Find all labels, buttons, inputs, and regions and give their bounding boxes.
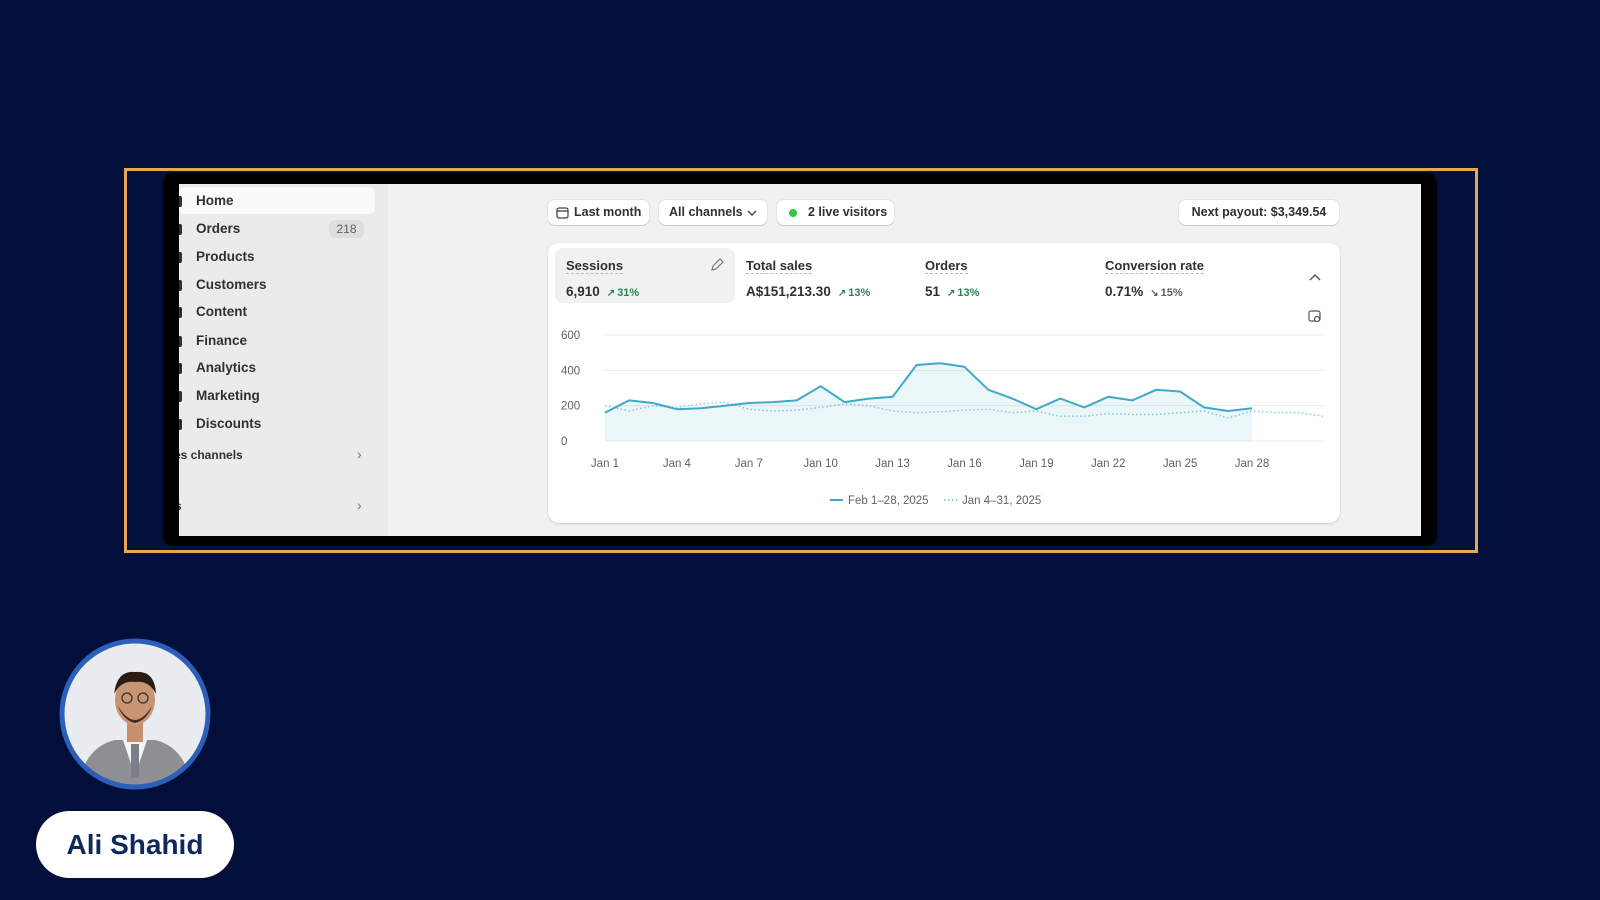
- metric-row: 6,910 ↗ 31%: [566, 283, 639, 301]
- nav-icon: [179, 252, 182, 263]
- metric-row: 51 ↗ 13%: [925, 283, 979, 301]
- x-tick-label: Jan 7: [735, 458, 763, 470]
- nav-icon: [179, 307, 182, 318]
- legend-label: Jan 4–31, 2025: [962, 495, 1041, 507]
- nav-icon: [179, 336, 182, 347]
- channels-button[interactable]: All channels: [659, 200, 767, 225]
- caret: [747, 210, 757, 216]
- y-tick-label: 600: [561, 330, 580, 342]
- metric-value: A$151,213.30: [746, 284, 831, 299]
- nav-item[interactable]: Analytics: [196, 360, 257, 375]
- metric-value: 51: [925, 284, 941, 299]
- metrics-card: Sessions 6,910 ↗ 31% Total sales A$151,213.30…: [548, 243, 1340, 523]
- metric-label[interactable]: Sessions: [566, 258, 624, 274]
- y-tick-label: 200: [561, 401, 580, 413]
- nav-section[interactable]: s: [179, 499, 182, 513]
- y-tick-label: 400: [561, 365, 580, 377]
- nav-section[interactable]: es channels: [179, 448, 243, 462]
- date-button[interactable]: Last month: [548, 200, 649, 225]
- chart-icon[interactable]: [1308, 310, 1322, 324]
- sidebar: Home Orders 218 Products Customers Content Fin…: [179, 184, 388, 536]
- live-button[interactable]: 2 live visitors: [777, 200, 894, 225]
- y-tick-label: 0: [561, 436, 567, 448]
- nav-item[interactable]: Customers: [196, 277, 267, 292]
- nav-icon: [179, 363, 182, 374]
- metric-change: 31%: [617, 287, 640, 299]
- x-tick-label: Jan 16: [947, 458, 982, 470]
- metric-label[interactable]: Conversion rate: [1105, 258, 1204, 274]
- metric-label[interactable]: Total sales: [746, 258, 813, 274]
- name-badge: Ali Shahid: [36, 811, 234, 878]
- chevron: ›: [357, 497, 362, 513]
- x-tick-label: Jan 28: [1235, 458, 1270, 470]
- metric-change: 13%: [848, 287, 871, 299]
- nav-item[interactable]: Discounts: [196, 416, 262, 431]
- highlight-frame: [124, 168, 1478, 553]
- nav-item[interactable]: Content: [196, 304, 247, 319]
- avatar: [59, 638, 211, 790]
- collapse-icon[interactable]: [1309, 273, 1321, 283]
- x-tick-label: Jan 22: [1091, 458, 1126, 470]
- series-line: [604, 401, 1325, 419]
- nav-icon: [179, 391, 182, 402]
- change-arrow: ↗: [606, 288, 616, 299]
- nav-icon: [179, 419, 182, 430]
- metric-change: 15%: [1160, 287, 1183, 299]
- x-tick-label: Jan 1: [591, 458, 619, 470]
- change-arrow: ↗: [837, 288, 847, 299]
- change-arrow: ↘: [1150, 288, 1159, 299]
- x-tick-label: Jan 19: [1019, 458, 1054, 470]
- nav-item[interactable]: Finance: [196, 333, 248, 348]
- nav-icon: [179, 224, 182, 235]
- date-label: Last month: [574, 205, 642, 219]
- nav-item[interactable]: Orders: [196, 221, 241, 236]
- nav-item[interactable]: Home: [196, 193, 234, 208]
- nav-badge: 218: [329, 220, 364, 238]
- nav-icon: [179, 280, 182, 291]
- x-tick-label: Jan 10: [803, 458, 838, 470]
- series-line: [604, 362, 1253, 414]
- x-tick-label: Jan 4: [663, 458, 692, 470]
- live-label: 2 live visitors: [808, 205, 888, 219]
- channels-label: All channels: [669, 205, 743, 219]
- chevron: ›: [357, 446, 362, 462]
- metric-row: A$151,213.30 ↗ 13%: [746, 283, 870, 301]
- series-area: [605, 363, 1252, 441]
- calendar-icon: [556, 207, 569, 219]
- payout-button[interactable]: Next payout: $3,349.54: [1179, 200, 1339, 225]
- nav-icon: [179, 196, 182, 207]
- x-tick-label: Jan 25: [1163, 458, 1198, 470]
- live-dot: [789, 209, 797, 217]
- nav-item[interactable]: Marketing: [196, 388, 260, 403]
- edit-icon[interactable]: [710, 258, 724, 272]
- sessions-chart: 0 200 400 600 Jan 1 Jan 4 Jan 7 Jan 10 Jan 13 Jan…: [561, 330, 1325, 507]
- nav-item[interactable]: Products: [196, 249, 255, 264]
- legend-label: Feb 1–28, 2025: [848, 495, 929, 507]
- x-tick-label: Jan 13: [875, 458, 910, 470]
- metric-label[interactable]: Orders: [925, 258, 968, 274]
- metric-value: 6,910: [566, 284, 600, 299]
- screenshot: Home Orders 218 Products Customers Content Fin…: [179, 184, 1421, 536]
- change-arrow: ↗: [947, 288, 956, 299]
- metric-value: 0.71%: [1105, 284, 1144, 299]
- nav-highlight: [179, 187, 375, 214]
- selected-metric[interactable]: [555, 248, 735, 303]
- metric-row: 0.71% ↘ 15%: [1105, 283, 1183, 301]
- metric-change: 13%: [957, 287, 980, 299]
